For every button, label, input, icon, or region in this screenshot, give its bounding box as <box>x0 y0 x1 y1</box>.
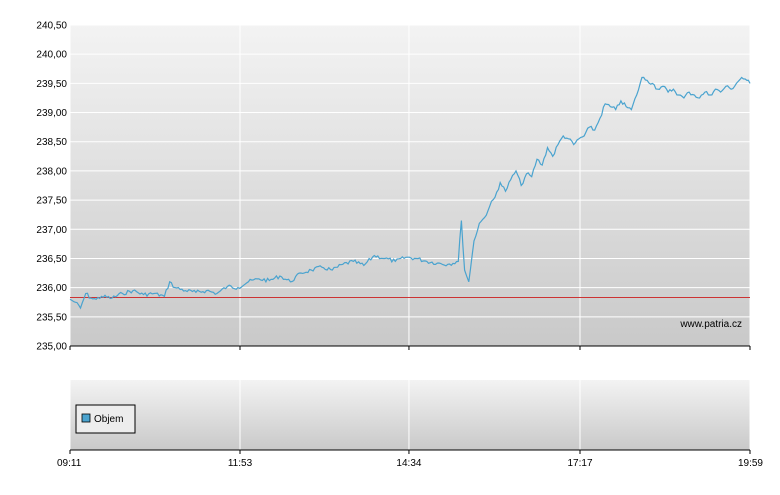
price-y-tick-label: 235,50 <box>36 312 67 323</box>
legend-swatch <box>81 413 91 423</box>
price-horizontal-grid <box>70 24 750 347</box>
price-y-tick-label: 239,00 <box>36 108 67 119</box>
watermark: www.patria.cz <box>679 319 742 330</box>
price-y-tick-label: 240,00 <box>36 50 67 61</box>
price-y-tick-label: 236,50 <box>36 254 67 265</box>
x-tick-label: 14:34 <box>396 458 421 469</box>
volume-vertical-grid <box>69 380 751 450</box>
price-plot-area <box>70 25 750 346</box>
price-y-tick-labels: 235,00 235,50 236,00 236,50 237,00 237,50 238,… <box>36 21 67 353</box>
price-y-tick-label: 239,50 <box>36 79 67 90</box>
price-x-tick-marks <box>69 346 751 350</box>
legend-label-objem: Objem <box>94 414 123 425</box>
volume-x-tick-labels: 09:11 11:53 14:34 17:17 19:59 <box>57 450 763 469</box>
price-y-tick-label: 240,50 <box>36 21 67 32</box>
price-y-tick-label: 237,00 <box>36 225 67 236</box>
x-tick-label: 19:59 <box>738 458 763 469</box>
price-y-tick-label: 238,50 <box>36 137 67 148</box>
x-tick-label: 09:11 <box>57 458 82 469</box>
volume-plot-area <box>70 380 750 450</box>
price-panel: 235,00 235,50 236,00 236,50 237,00 237,50 238,… <box>36 21 751 353</box>
price-y-tick-label: 237,50 <box>36 196 67 207</box>
price-y-tick-label: 235,00 <box>36 342 67 353</box>
price-vertical-grid <box>69 25 751 346</box>
x-tick-label: 17:17 <box>567 458 592 469</box>
price-y-tick-label: 236,00 <box>36 283 67 294</box>
x-tick-label: 11:53 <box>228 458 253 469</box>
volume-legend: Objem <box>75 404 136 434</box>
price-series-line <box>69 76 751 310</box>
price-y-tick-label: 238,00 <box>36 166 67 177</box>
volume-panel: 09:11 11:53 14:34 17:17 19:59 Objem <box>57 380 763 469</box>
